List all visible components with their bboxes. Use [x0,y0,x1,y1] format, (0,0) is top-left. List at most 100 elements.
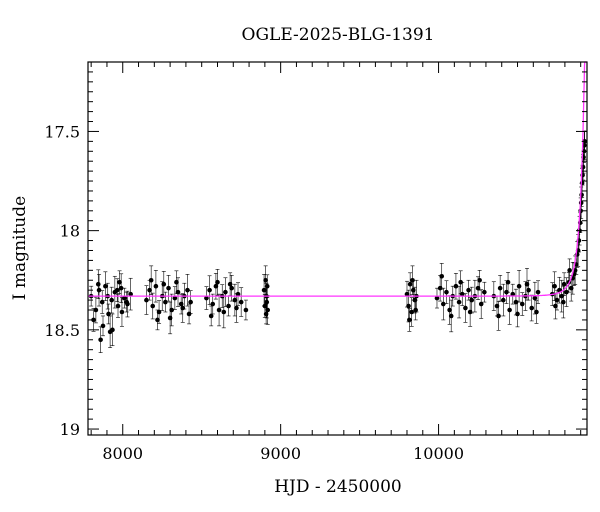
data-point [478,301,484,307]
data-point [439,273,445,279]
data-point [98,337,103,343]
x-axis-label: HJD - 2450000 [274,477,402,497]
data-point [554,297,560,303]
data-point [167,315,173,321]
data-point [229,285,234,291]
data-point [404,291,410,297]
data-point [261,287,267,293]
data-point [174,279,179,285]
data-point [519,301,525,307]
data-point [413,307,418,313]
data-point [91,317,96,323]
data-point [169,307,174,313]
data-point [227,281,233,287]
data-point [535,289,541,295]
data-point [114,287,120,293]
x-tick-label: 10000 [413,444,464,463]
data-point [103,283,108,289]
data-point [263,277,268,283]
data-point [407,281,413,287]
data-point [153,283,159,289]
data-point [561,299,566,305]
data-point [463,305,468,311]
data-point [119,309,125,315]
data-point [213,283,219,289]
data-point [117,279,122,285]
data-point [561,281,567,287]
data-point [95,281,101,287]
data-point [178,301,184,307]
data-point [147,287,152,293]
data-point [128,291,133,297]
data-point [235,291,241,297]
data-point [552,283,557,289]
season-0 [88,269,133,353]
data-point [529,305,535,311]
data-point [441,301,446,307]
data-point [100,323,106,329]
data-point [180,305,186,311]
y-tick-label: 17.5 [44,122,80,141]
data-point [501,297,506,303]
data-point [226,303,231,309]
data-point [516,283,522,289]
data-point [510,291,516,297]
data-point [148,277,154,283]
data-point [444,289,449,295]
data-point [265,307,271,313]
x-tick-label: 9000 [260,444,301,463]
data-layer [88,130,587,353]
season-5 [434,263,487,333]
data-point [407,317,412,323]
data-point [163,299,168,305]
data-point [553,303,558,309]
data-point [507,307,512,313]
data-point [215,279,220,285]
chart-title: OGLE-2025-BLG-1391 [242,25,435,45]
data-point [264,283,270,289]
data-point [144,297,149,303]
data-point [524,281,530,287]
data-point [534,309,539,315]
plot-frame [87,61,588,436]
data-point [210,301,216,307]
season-1 [144,265,193,335]
y-tick-label: 19 [60,420,80,439]
data-point [207,287,212,293]
data-point [208,313,214,319]
data-point [175,289,181,295]
data-point [172,295,178,301]
data-point [496,313,501,319]
data-point [458,279,463,285]
season-3 [261,265,271,325]
data-point [505,279,511,285]
data-point [447,307,452,313]
data-point [406,303,411,309]
data-point [564,289,569,295]
data-point [466,287,471,293]
data-point [263,311,269,317]
data-point [107,329,113,335]
data-point [453,283,459,289]
data-point [515,311,520,317]
data-point [410,287,416,293]
data-point [232,297,238,303]
data-point [467,309,473,315]
data-point [216,307,222,313]
data-point [99,299,105,305]
data-point [186,311,192,317]
data-point [475,285,481,291]
data-point [567,268,572,273]
data-point [243,307,249,313]
x-tick-label: 8000 [102,444,143,463]
data-point [122,295,127,301]
data-point [115,303,121,309]
data-point [188,299,193,305]
data-point [497,285,503,291]
y-axis-label: I magnitude [10,196,30,300]
data-point [434,295,440,301]
season-2 [204,269,249,329]
data-point [155,317,160,323]
tick-labels: 8000 9000 10000 17.5 18 18.5 19 [44,122,464,463]
